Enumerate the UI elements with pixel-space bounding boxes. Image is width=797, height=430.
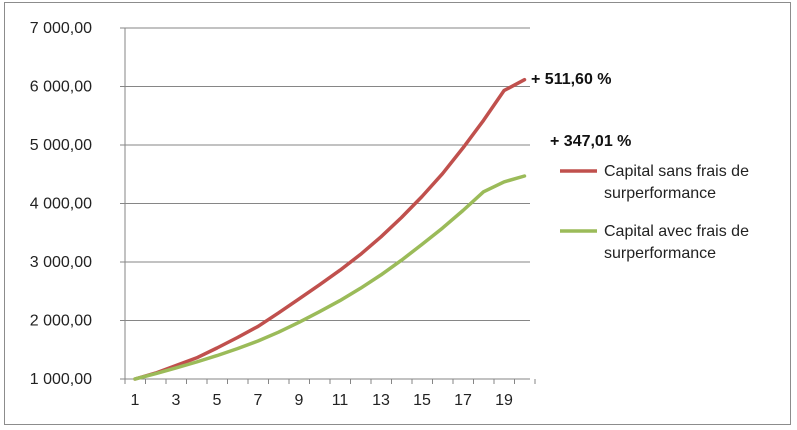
legend-label: surperformance [604,245,716,262]
x-tick-label: 13 [372,392,390,409]
y-tick-label: 3 000,00 [30,254,92,271]
annotation-label: + 347,01 % [550,133,631,150]
legend-label: Capital avec frais de [604,223,749,240]
x-tick-label: 9 [295,392,304,409]
x-tick-label: 15 [413,392,431,409]
y-tick-labels: 1 000,00 2 000,00 3 000,00 4 000,00 5 000,00… [30,20,92,388]
series-line-2 [133,174,527,381]
y-tick-label: 1 000,00 [30,371,92,388]
x-tick-label: 17 [454,392,472,409]
legend: Capital sans frais de surperformance Capit… [560,163,749,262]
series-lines [133,77,527,381]
axes [120,27,536,384]
x-tick-label: 7 [254,392,263,409]
x-tick-label: 11 [332,392,349,409]
y-tick-label: 5 000,00 [30,137,92,154]
gridlines [125,27,530,321]
series-line-1 [133,77,527,381]
y-tick-label: 2 000,00 [30,313,92,330]
x-tick-labels: 1 3 5 7 9 11 13 15 17 19 [131,392,513,409]
x-tick-label: 1 [131,392,140,409]
legend-label: surperformance [604,185,716,202]
y-tick-label: 6 000,00 [30,79,92,96]
annotation-label: + 511,60 % [531,71,612,88]
x-tick-label: 5 [213,392,222,409]
annotations: + 511,60 % + 347,01 % [531,71,631,150]
x-tick-label: 19 [495,392,513,409]
legend-label: Capital sans frais de [604,163,749,180]
chart-frame [4,2,791,425]
y-tick-label: 4 000,00 [30,196,92,213]
x-tick-label: 3 [172,392,181,409]
y-tick-label: 7 000,00 [30,20,92,37]
